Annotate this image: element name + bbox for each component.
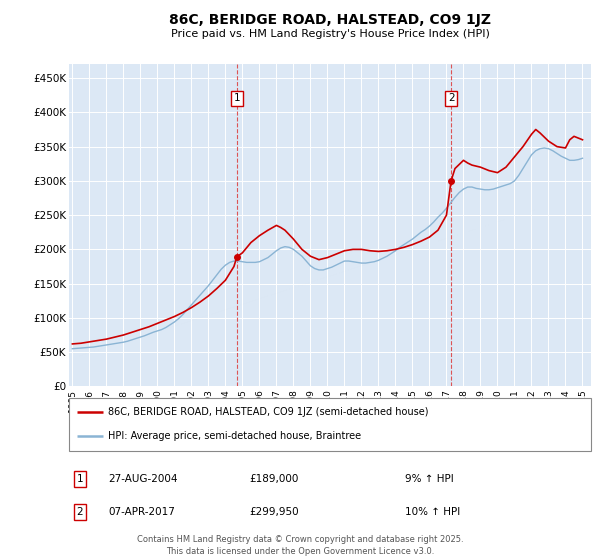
Text: 86C, BERIDGE ROAD, HALSTEAD, CO9 1JZ (semi-detached house): 86C, BERIDGE ROAD, HALSTEAD, CO9 1JZ (se… [108, 408, 428, 418]
Text: 9% ↑ HPI: 9% ↑ HPI [405, 474, 454, 484]
Text: £299,950: £299,950 [249, 507, 299, 517]
Text: 27-AUG-2004: 27-AUG-2004 [108, 474, 178, 484]
Text: £189,000: £189,000 [249, 474, 298, 484]
Text: 86C, BERIDGE ROAD, HALSTEAD, CO9 1JZ: 86C, BERIDGE ROAD, HALSTEAD, CO9 1JZ [169, 13, 491, 27]
Text: 1: 1 [76, 474, 83, 484]
Text: 2: 2 [76, 507, 83, 517]
Text: Contains HM Land Registry data © Crown copyright and database right 2025.
This d: Contains HM Land Registry data © Crown c… [137, 535, 463, 556]
Text: 10% ↑ HPI: 10% ↑ HPI [405, 507, 460, 517]
Text: 1: 1 [233, 93, 240, 103]
Text: 2: 2 [448, 93, 454, 103]
Text: 07-APR-2017: 07-APR-2017 [108, 507, 175, 517]
Text: Price paid vs. HM Land Registry's House Price Index (HPI): Price paid vs. HM Land Registry's House … [170, 29, 490, 39]
Text: HPI: Average price, semi-detached house, Braintree: HPI: Average price, semi-detached house,… [108, 431, 361, 441]
